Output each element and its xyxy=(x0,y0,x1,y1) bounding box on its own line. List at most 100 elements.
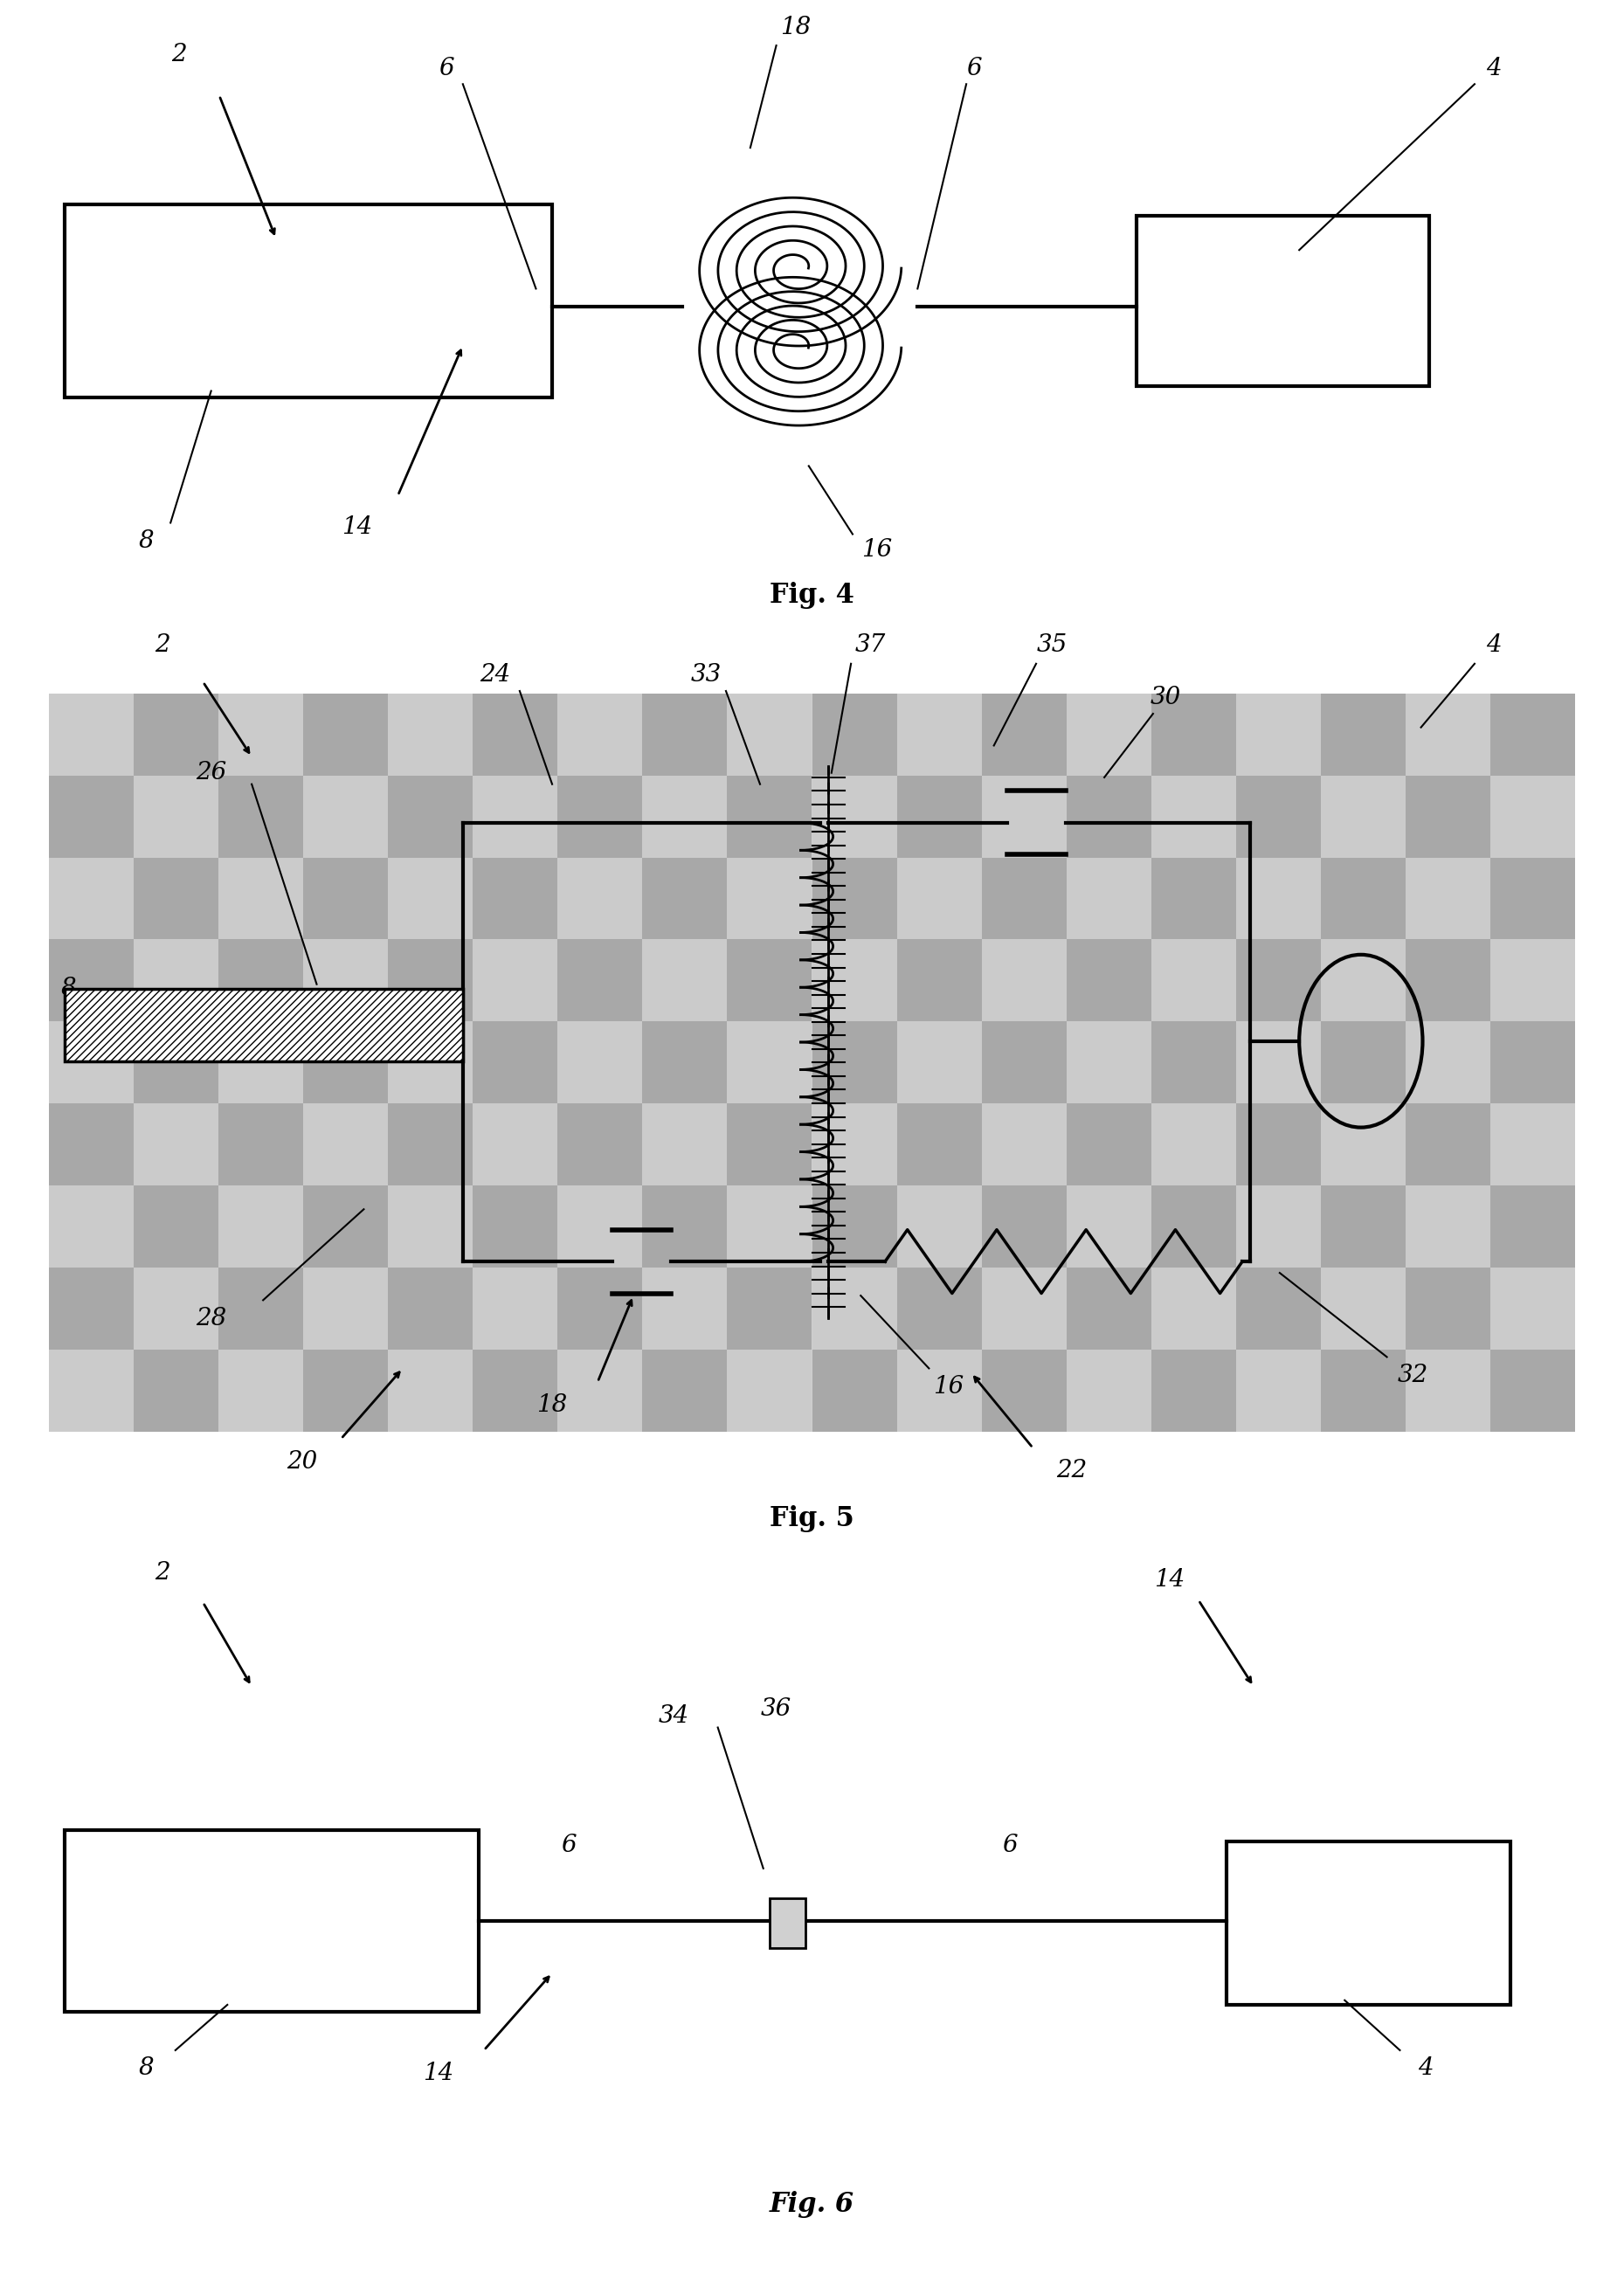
Bar xyxy=(1406,1187,1491,1268)
Bar xyxy=(218,939,304,1021)
Bar xyxy=(896,1187,981,1268)
Bar xyxy=(304,1268,388,1350)
Bar xyxy=(49,1268,133,1350)
Bar xyxy=(812,1187,896,1268)
Bar xyxy=(812,939,896,1021)
Bar xyxy=(1491,857,1575,939)
Bar xyxy=(49,1021,133,1105)
Bar xyxy=(388,1105,473,1187)
Text: 2: 2 xyxy=(154,634,171,657)
Bar xyxy=(133,857,218,939)
Bar xyxy=(981,1105,1067,1187)
Bar xyxy=(896,857,981,939)
Bar xyxy=(218,1268,304,1350)
Bar xyxy=(728,1350,812,1432)
Bar xyxy=(981,1350,1067,1432)
Bar xyxy=(557,1268,643,1350)
Bar xyxy=(49,939,133,1021)
Bar xyxy=(49,1105,133,1187)
Text: 16: 16 xyxy=(862,539,892,561)
Bar xyxy=(304,693,388,775)
Text: Fig. 6: Fig. 6 xyxy=(770,2191,854,2218)
Text: 24: 24 xyxy=(481,664,510,686)
Bar xyxy=(133,1021,218,1105)
Bar xyxy=(473,693,557,775)
Bar xyxy=(304,775,388,857)
Bar xyxy=(1320,1105,1406,1187)
Bar xyxy=(1151,857,1236,939)
Bar xyxy=(49,1350,133,1432)
Bar xyxy=(812,857,896,939)
Bar xyxy=(1236,1105,1320,1187)
Bar xyxy=(1406,857,1491,939)
Bar xyxy=(728,939,812,1021)
Bar xyxy=(1406,1105,1491,1187)
Bar xyxy=(1320,1350,1406,1432)
Bar xyxy=(643,1105,728,1187)
Bar xyxy=(1067,1268,1151,1350)
Bar xyxy=(728,1105,812,1187)
Bar xyxy=(133,1350,218,1432)
Bar xyxy=(304,939,388,1021)
Bar xyxy=(557,775,643,857)
Bar xyxy=(1151,1350,1236,1432)
Bar xyxy=(1320,939,1406,1021)
Text: 18: 18 xyxy=(781,16,810,39)
Bar xyxy=(49,693,1575,1432)
Bar xyxy=(896,1350,981,1432)
Bar xyxy=(896,1021,981,1105)
Bar xyxy=(49,775,133,857)
Bar xyxy=(643,1268,728,1350)
Bar xyxy=(1406,693,1491,775)
Bar xyxy=(65,205,552,398)
Bar xyxy=(65,1830,479,2012)
Text: 22: 22 xyxy=(1057,1459,1086,1482)
Bar xyxy=(1320,857,1406,939)
Bar xyxy=(981,939,1067,1021)
Bar xyxy=(812,1021,896,1105)
Bar xyxy=(812,775,896,857)
Bar xyxy=(643,857,728,939)
Bar xyxy=(812,1350,896,1432)
Bar xyxy=(473,1187,557,1268)
Bar xyxy=(557,693,643,775)
Bar xyxy=(1320,1021,1406,1105)
Bar xyxy=(728,693,812,775)
Bar xyxy=(1406,1268,1491,1350)
Text: 8: 8 xyxy=(138,530,154,552)
Text: 16: 16 xyxy=(934,1375,963,1398)
Bar xyxy=(1491,1105,1575,1187)
Bar xyxy=(304,857,388,939)
Bar xyxy=(557,939,643,1021)
Bar xyxy=(557,1350,643,1432)
Bar xyxy=(218,693,304,775)
Bar xyxy=(1236,693,1320,775)
Bar xyxy=(473,939,557,1021)
Bar xyxy=(1151,1268,1236,1350)
Bar xyxy=(1067,1350,1151,1432)
Bar xyxy=(133,1268,218,1350)
Bar xyxy=(304,1021,388,1105)
Bar xyxy=(473,1268,557,1350)
Bar xyxy=(473,1021,557,1105)
Bar xyxy=(218,1021,304,1105)
Bar xyxy=(1067,857,1151,939)
Bar xyxy=(1067,1105,1151,1187)
Bar xyxy=(728,857,812,939)
Text: 4: 4 xyxy=(1486,57,1502,80)
Text: 14: 14 xyxy=(1155,1568,1184,1591)
Bar xyxy=(1067,693,1151,775)
Text: Fig. 5: Fig. 5 xyxy=(770,1505,854,1532)
Text: 37: 37 xyxy=(856,634,885,657)
Bar xyxy=(1491,1350,1575,1432)
Bar xyxy=(218,1105,304,1187)
Bar xyxy=(49,1187,133,1268)
Text: 18: 18 xyxy=(538,1393,567,1416)
Bar xyxy=(812,1105,896,1187)
Bar xyxy=(388,939,473,1021)
Bar xyxy=(1491,693,1575,775)
Bar xyxy=(981,857,1067,939)
Text: 8: 8 xyxy=(138,2057,154,2080)
Bar xyxy=(304,1350,388,1432)
Bar xyxy=(1406,1021,1491,1105)
